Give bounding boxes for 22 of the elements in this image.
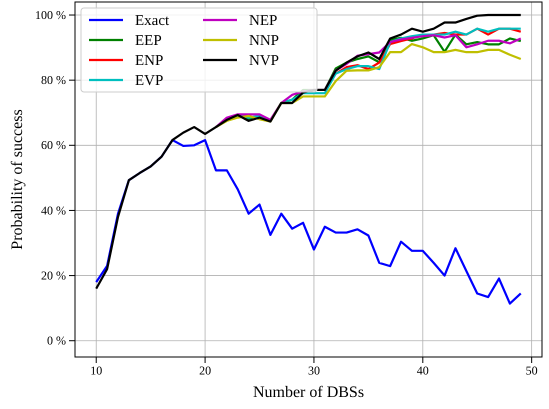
line-series: [95, 14, 522, 290]
legend-label: ENP: [135, 53, 164, 69]
x-tick-label: 40: [416, 364, 429, 378]
legend-label: EVP: [135, 73, 164, 89]
x-tick-label: 50: [526, 364, 538, 378]
legend-label: Exact: [135, 13, 170, 29]
y-tick-label: 20 %: [41, 268, 66, 282]
x-tick-label: 30: [308, 364, 320, 378]
x-tick-label: 10: [90, 364, 102, 378]
y-axis-title: Probability of success: [9, 109, 26, 250]
legend-label: NEP: [249, 13, 278, 29]
y-tick-label: 0 %: [47, 334, 66, 348]
y-tick-label: 60 %: [41, 138, 66, 152]
legend-label: NNP: [249, 33, 280, 49]
x-axis-title: Number of DBSs: [252, 384, 364, 401]
line-series: [95, 138, 522, 305]
y-tick-label: 40 %: [41, 203, 66, 218]
y-tick-label: 100 %: [35, 8, 66, 22]
x-tick-label: 20: [199, 364, 212, 378]
y-tick-label: 80 %: [41, 73, 66, 88]
legend-label: NVP: [249, 53, 280, 69]
legend-label: EEP: [135, 33, 162, 49]
